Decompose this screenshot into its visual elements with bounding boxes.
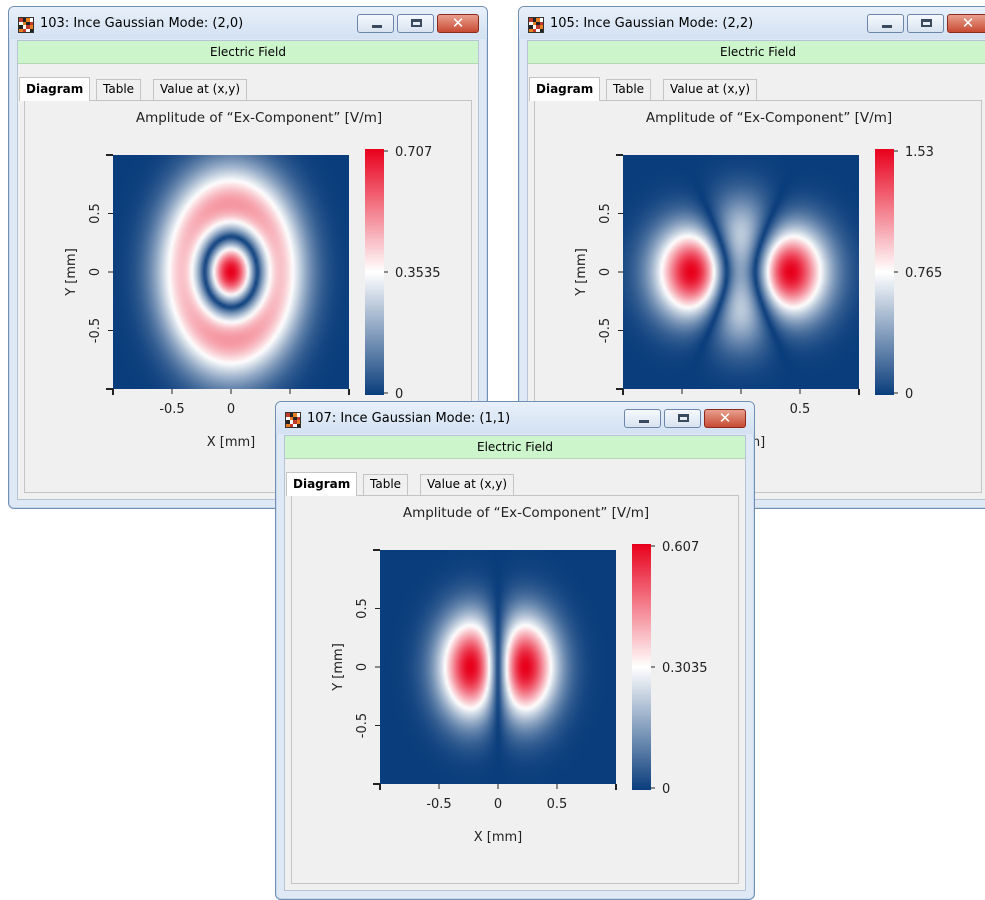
tab-diagram[interactable]: Diagram — [529, 77, 601, 101]
minimize-icon — [372, 25, 382, 28]
colorbar-label: 0 — [905, 387, 913, 402]
heatmap-chart: Amplitude of “Ex-Component” [V/m] -0.5 0 0.… — [331, 505, 708, 845]
maximize-button[interactable] — [664, 409, 701, 428]
tab-diagram[interactable]: Diagram — [286, 472, 358, 496]
title-bar[interactable]: 105: Ince Gaussian Mode: (2,2) ✕ — [519, 7, 985, 39]
colorbar — [875, 149, 894, 395]
y-tick-label: 0.5 — [88, 203, 103, 224]
close-icon: ✕ — [451, 14, 465, 32]
minimize-button[interactable] — [624, 409, 661, 428]
x-tick-label: -0.5 — [159, 402, 184, 417]
heatmap-image — [380, 550, 616, 784]
chart-title: Amplitude of “Ex-Component” [V/m] — [403, 505, 649, 521]
y-tick-label: 0 — [598, 268, 613, 276]
maximize-button[interactable] — [397, 14, 434, 33]
tab-table[interactable]: Table — [363, 474, 409, 495]
chart-container: Amplitude of “Ex-Component” [V/m] -0.5 0 0.… — [9, 7, 487, 508]
y-axis-label: Y [mm] — [574, 248, 589, 297]
maximize-icon — [921, 19, 932, 27]
colorbar — [632, 544, 651, 790]
y-tick-label: 0 — [88, 268, 103, 276]
colorbar-label: 0 — [662, 782, 670, 797]
colorbar-label: 0 — [395, 387, 403, 402]
maximize-icon — [411, 19, 422, 27]
tab-value-at-xy[interactable]: Value at (x,y) — [420, 474, 515, 495]
colorbar-label: 0.707 — [395, 145, 432, 160]
chart-title: Amplitude of “Ex-Component” [V/m] — [136, 110, 382, 126]
y-axis-label: Y [mm] — [64, 248, 79, 297]
colorbar-label: 0.765 — [905, 266, 942, 281]
colorbar-label: 0.3035 — [662, 661, 708, 676]
chart-title: Amplitude of “Ex-Component” [V/m] — [646, 110, 892, 126]
tab-table[interactable]: Table — [96, 79, 142, 100]
close-icon: ✕ — [718, 409, 732, 427]
close-button[interactable]: ✕ — [947, 14, 985, 33]
colorbar-label: 1.53 — [905, 145, 934, 160]
colorbar-label: 0.3535 — [395, 266, 441, 281]
y-tick-label: 0 — [355, 663, 370, 671]
x-tick-label: 0.5 — [547, 797, 568, 812]
chart-container: Amplitude of “Ex-Component” [V/m] -0.5 0 0.… — [276, 402, 754, 899]
minimize-button[interactable] — [867, 14, 904, 33]
maximize-button[interactable] — [907, 14, 944, 33]
window-title: 107: Ince Gaussian Mode: (1,1) — [307, 411, 511, 426]
y-tick-label: 0.5 — [355, 598, 370, 619]
title-bar[interactable]: 107: Ince Gaussian Mode: (1,1) ✕ — [276, 402, 754, 434]
app-checker-icon — [18, 17, 34, 33]
tab-diagram[interactable]: Diagram — [19, 77, 91, 101]
tab-value-at-xy[interactable]: Value at (x,y) — [663, 79, 758, 100]
y-tick-label: 0.5 — [598, 203, 613, 224]
window-title: 105: Ince Gaussian Mode: (2,2) — [550, 16, 754, 31]
y-tick-label: -0.5 — [88, 318, 103, 343]
window-title: 103: Ince Gaussian Mode: (2,0) — [40, 16, 244, 31]
minimize-icon — [882, 25, 892, 28]
maximize-icon — [678, 414, 689, 422]
close-button[interactable]: ✕ — [437, 14, 479, 33]
electric-field-bar: Electric Field — [528, 41, 985, 64]
minimize-icon — [639, 420, 649, 423]
x-axis-label: X [mm] — [207, 435, 256, 450]
heatmap-chart: Amplitude of “Ex-Component” [V/m] -0.5 0 0.… — [64, 110, 441, 450]
app-checker-icon — [528, 17, 544, 33]
x-tick-label: -0.5 — [426, 797, 451, 812]
electric-field-bar: Electric Field — [18, 41, 478, 64]
colorbar-label: 0.607 — [662, 540, 699, 555]
tab-table[interactable]: Table — [606, 79, 652, 100]
title-bar[interactable]: 103: Ince Gaussian Mode: (2,0) ✕ — [9, 7, 487, 39]
colorbar — [365, 149, 384, 395]
x-tick-label: 0.5 — [790, 402, 811, 417]
x-tick-label: 0 — [227, 402, 235, 417]
window-107[interactable]: 107: Ince Gaussian Mode: (1,1) ✕ Electri… — [275, 401, 755, 900]
x-tick-label: 0 — [494, 797, 502, 812]
close-icon: ✕ — [961, 14, 975, 32]
heatmap-image — [113, 155, 349, 389]
y-tick-label: -0.5 — [355, 713, 370, 738]
tab-value-at-xy[interactable]: Value at (x,y) — [153, 79, 248, 100]
heatmap-image — [623, 155, 859, 389]
x-axis-label: X [mm] — [474, 830, 523, 845]
close-button[interactable]: ✕ — [704, 409, 746, 428]
electric-field-bar: Electric Field — [285, 436, 745, 459]
y-tick-label: -0.5 — [598, 318, 613, 343]
y-axis-label: Y [mm] — [331, 643, 346, 692]
minimize-button[interactable] — [357, 14, 394, 33]
window-103[interactable]: 103: Ince Gaussian Mode: (2,0) ✕ Electri… — [8, 6, 488, 509]
app-checker-icon — [285, 412, 301, 428]
